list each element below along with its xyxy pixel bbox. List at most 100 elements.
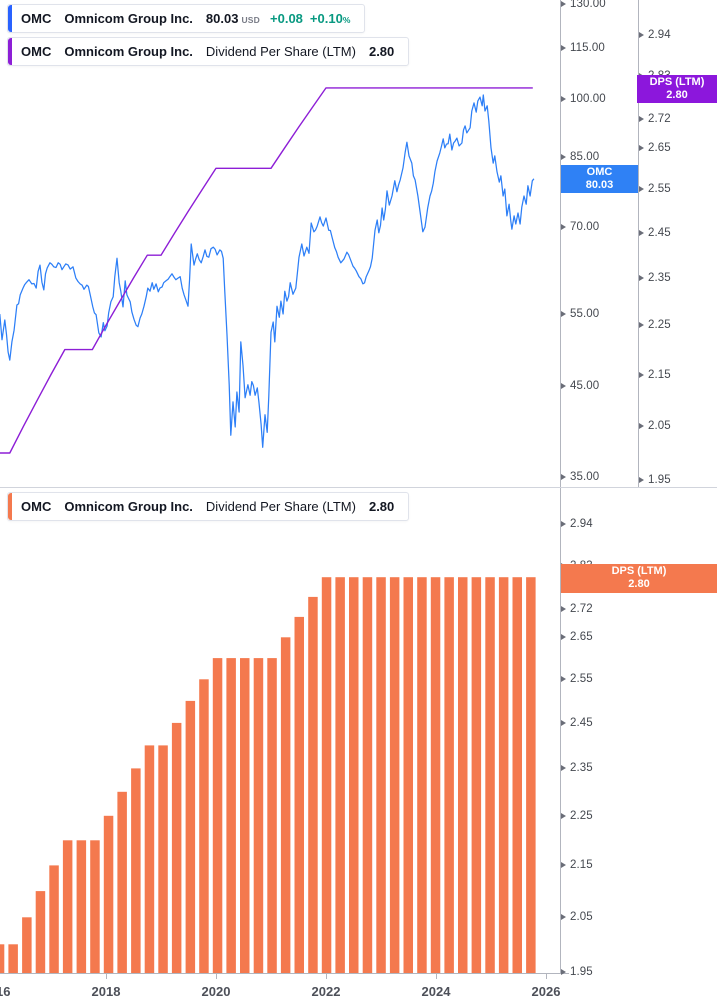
tick-arrow-icon xyxy=(561,914,566,921)
dps-bar[interactable] xyxy=(226,658,236,973)
dps-bar[interactable] xyxy=(117,791,127,973)
axis-tick: 2.35 xyxy=(639,271,671,285)
tick-arrow-icon xyxy=(639,423,644,430)
dps-bar[interactable] xyxy=(280,637,291,973)
dps-bar[interactable] xyxy=(267,658,277,973)
dps-bar[interactable] xyxy=(8,944,18,973)
tick-label: 2.94 xyxy=(648,29,671,41)
tick-label: 2.35 xyxy=(648,272,671,285)
dps-bar[interactable] xyxy=(498,577,509,973)
dps-bar[interactable] xyxy=(253,658,264,973)
time-tick-mark xyxy=(216,973,217,979)
tick-label: 2.25 xyxy=(570,809,593,822)
year-label: 2024 xyxy=(421,984,451,999)
dps-bar[interactable] xyxy=(362,577,373,973)
year-label: 2026 xyxy=(531,984,561,999)
tick-label: 35.00 xyxy=(570,470,600,483)
panel-divider[interactable] xyxy=(0,487,717,488)
legend-dps-overlay-row[interactable]: OMC Omnicom Group Inc. Dividend Per Shar… xyxy=(7,37,410,66)
axis-tick: 2.05 xyxy=(561,910,593,924)
tick-arrow-icon xyxy=(639,186,644,193)
axis-tick: 2.72 xyxy=(639,112,671,126)
tick-arrow-icon xyxy=(639,275,644,282)
dps-bar[interactable] xyxy=(90,840,100,973)
tick-label: 2.15 xyxy=(648,368,671,381)
time-axis[interactable]: 2016 2018 2020 2022 2024 2026 xyxy=(0,973,717,1005)
tick-arrow-icon xyxy=(639,371,644,378)
dps-bar[interactable] xyxy=(526,577,536,973)
dps-bar[interactable] xyxy=(308,596,318,973)
axis-tick: 2.25 xyxy=(639,318,671,332)
tick-arrow-icon xyxy=(561,95,566,102)
axis-tick: 35.00 xyxy=(561,470,599,484)
dps-bar[interactable] xyxy=(212,658,223,973)
tick-label: 115.00 xyxy=(570,42,605,55)
tick-label: 45.00 xyxy=(570,380,600,393)
dps-bar[interactable] xyxy=(76,840,87,973)
dps-bar[interactable] xyxy=(171,722,182,973)
dps-bar[interactable] xyxy=(294,616,305,973)
dps-bar[interactable] xyxy=(144,745,155,973)
dps-bar[interactable] xyxy=(471,577,482,973)
price-axis-line xyxy=(560,0,561,973)
dps-bar[interactable] xyxy=(35,891,46,973)
tick-arrow-icon xyxy=(561,224,566,231)
dps-bar[interactable] xyxy=(199,679,209,973)
tick-label: 2.94 xyxy=(570,518,593,530)
dividend-axis-bottom[interactable]: 2.942.832.722.652.552.452.352.252.152.05… xyxy=(560,487,717,978)
dps-bar[interactable] xyxy=(62,840,73,973)
legend-dps-pane-row[interactable]: OMC Omnicom Group Inc. Dividend Per Shar… xyxy=(7,492,410,521)
axis-tick: 2.35 xyxy=(561,761,593,775)
dps-bar[interactable] xyxy=(321,577,332,973)
tick-arrow-icon xyxy=(561,311,566,318)
axis-tick: 2.65 xyxy=(639,141,671,155)
dps-bar[interactable] xyxy=(0,944,5,973)
dps-bar[interactable] xyxy=(49,865,59,973)
company-name: Omnicom Group Inc. xyxy=(64,499,193,514)
axis-tick: 70.00 xyxy=(561,220,599,234)
symbol-ticker: OMC xyxy=(21,11,52,26)
dps-bar[interactable] xyxy=(103,815,114,973)
dps-axis-label-top: DPS (LTM) 2.80 xyxy=(637,75,717,103)
tick-arrow-icon xyxy=(561,765,566,772)
tick-arrow-icon xyxy=(639,32,644,38)
axis-tick: 2.72 xyxy=(561,602,593,616)
axis-tick: 2.05 xyxy=(639,419,671,433)
tick-label: 2.45 xyxy=(570,716,593,729)
price-line-series[interactable] xyxy=(0,94,535,448)
dps-axis-label-bottom: DPS (LTM) 2.80 xyxy=(561,564,717,593)
dps-bar[interactable] xyxy=(185,700,196,973)
time-tick-mark xyxy=(106,973,107,979)
dps-bar[interactable] xyxy=(458,577,468,973)
dps-bar[interactable] xyxy=(444,577,454,973)
axis-tick: 2.25 xyxy=(561,809,593,823)
dps-bar[interactable] xyxy=(389,577,400,973)
dps-bar[interactable] xyxy=(158,745,168,973)
tick-label: 55.00 xyxy=(570,308,600,321)
dps-bar[interactable] xyxy=(376,577,386,973)
tick-label: 2.72 xyxy=(570,602,593,615)
dps-bar[interactable] xyxy=(430,577,441,973)
dps-bar[interactable] xyxy=(240,658,250,973)
price-chart-canvas[interactable] xyxy=(0,0,560,487)
dps-bar-series-color-bar xyxy=(8,493,12,520)
dps-bar[interactable] xyxy=(403,577,414,973)
dps-bar[interactable] xyxy=(131,768,141,973)
axis-tick: 85.00 xyxy=(561,150,599,164)
dps-bar[interactable] xyxy=(349,577,359,973)
price-axis[interactable]: 130.00 115.00 100.00 85.00 70.00 55.00 45.00 35… xyxy=(560,0,638,487)
dividend-axis-top[interactable]: 2.942.832.722.652.552.452.352.252.152.05… xyxy=(638,0,717,487)
dps-bar[interactable] xyxy=(485,577,495,973)
dps-bar-chart-canvas[interactable] xyxy=(0,488,560,974)
indicator-name: Dividend Per Share (LTM) xyxy=(205,44,356,59)
dps-line-series[interactable] xyxy=(0,87,533,454)
dps-bar[interactable] xyxy=(335,577,345,973)
dps-bar[interactable] xyxy=(512,577,523,973)
legend-price-row[interactable]: OMC Omnicom Group Inc. 80.03 USD +0.08 +0… xyxy=(7,4,366,33)
axis-tick: 55.00 xyxy=(561,307,599,321)
tick-label: 2.05 xyxy=(648,420,671,433)
tick-arrow-icon xyxy=(561,154,566,161)
dps-bar[interactable] xyxy=(417,577,427,973)
dps-bar[interactable] xyxy=(22,917,32,973)
